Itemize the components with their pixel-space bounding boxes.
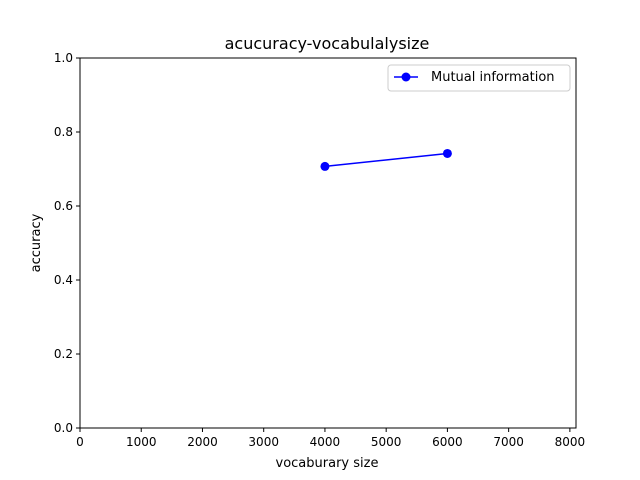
x-tick-label: 2000	[187, 435, 218, 449]
data-point	[442, 148, 452, 158]
y-tick-label: 0.4	[54, 273, 73, 287]
x-tick-label: 0	[76, 435, 84, 449]
x-tick-label: 4000	[310, 435, 341, 449]
y-tick-label: 0.6	[54, 199, 73, 213]
y-axis: 0.0 0.2 0.4 0.6 0.8 1.0	[54, 51, 80, 435]
x-axis-label: vocaburary size	[276, 456, 379, 471]
chart-title: acucuracy-vocabulalysize	[225, 34, 430, 53]
data-point	[320, 161, 330, 171]
x-tick-label: 3000	[248, 435, 279, 449]
legend-box	[387, 64, 571, 92]
x-tick-label: 8000	[555, 435, 586, 449]
x-tick-label: 7000	[493, 435, 524, 449]
x-tick-label: 5000	[371, 435, 402, 449]
y-tick-label: 0.0	[54, 421, 73, 435]
x-axis: 0 1000 2000 3000 4000 5000 6000 7000 8000	[76, 428, 585, 449]
plot-frame	[79, 57, 577, 429]
legend-marker-mutual-information	[401, 72, 411, 82]
y-tick-label: 1.0	[54, 51, 73, 65]
y-tick-label: 0.2	[54, 347, 73, 361]
series-layer	[320, 148, 452, 171]
series-line-mutual-information	[324, 152, 448, 168]
y-tick-label: 0.8	[54, 125, 73, 139]
y-axis-label: accuracy	[29, 213, 44, 272]
legend: Mutual information	[387, 64, 571, 92]
x-tick-label: 1000	[126, 435, 157, 449]
x-tick-label: 6000	[432, 435, 463, 449]
legend-label-mutual-information: Mutual information	[431, 70, 555, 85]
plot-area	[79, 57, 577, 429]
